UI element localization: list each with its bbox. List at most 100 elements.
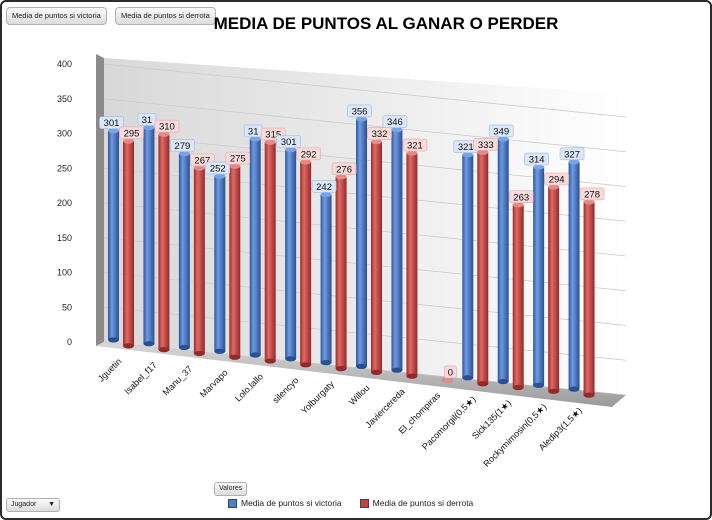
data-label: 267 — [194, 155, 210, 166]
bar — [143, 127, 155, 344]
data-label-box — [311, 180, 337, 193]
data-label-box — [579, 187, 605, 201]
legend-item-derrota: Media de puntos si derrota — [359, 498, 473, 508]
data-label: 295 — [124, 128, 140, 139]
y-tick-label: 100 — [57, 268, 72, 278]
bar-base — [533, 382, 545, 388]
bar-top — [285, 147, 297, 153]
data-label-box — [154, 119, 180, 133]
data-label-box — [296, 147, 321, 161]
bar-base — [178, 344, 190, 351]
data-label: 301 — [104, 118, 120, 129]
bar-top — [497, 136, 509, 142]
data-label: 252 — [210, 164, 226, 175]
bar-base — [406, 373, 418, 379]
bar — [285, 149, 297, 359]
bar-top — [406, 150, 418, 156]
bar — [123, 140, 134, 346]
legend-swatch-red — [359, 498, 369, 508]
values-field-button[interactable]: Valores — [214, 482, 248, 496]
bar-base — [462, 375, 474, 381]
bar-top — [143, 124, 155, 131]
bar-base — [497, 378, 509, 385]
bar-top — [320, 191, 332, 198]
data-label: 315 — [265, 130, 281, 141]
bar-base — [356, 363, 367, 369]
data-label-box — [347, 104, 372, 118]
data-label: 332 — [372, 129, 388, 140]
bar-top — [193, 165, 205, 171]
data-label-box — [559, 147, 585, 161]
bar-top — [123, 138, 134, 144]
data-label-box — [119, 126, 144, 140]
data-label: 31 — [142, 115, 153, 126]
bar-base — [568, 386, 580, 392]
data-label: 349 — [493, 126, 509, 137]
y-tick-label: 250 — [57, 163, 72, 173]
series-victoria-field-button[interactable]: Media de puntos si victoria — [6, 7, 107, 25]
bar-top — [300, 159, 312, 165]
data-label-box — [444, 365, 457, 379]
data-label: 278 — [584, 189, 600, 200]
legend-label-victoria: Media de puntos si victoria — [241, 498, 342, 508]
bar-top — [158, 131, 170, 137]
chart-legend: Media de puntos si victoria Media de pun… — [228, 498, 473, 508]
bar-base — [264, 358, 276, 364]
data-label-box — [225, 151, 251, 165]
bar-top — [371, 139, 382, 145]
bar — [193, 167, 205, 354]
data-label: 31 — [248, 126, 259, 137]
bar-base — [108, 337, 119, 343]
data-label: 346 — [387, 117, 403, 128]
legend-swatch-blue — [228, 498, 237, 508]
y-tick-label: 50 — [62, 302, 72, 312]
bar-base — [193, 350, 205, 357]
bar — [264, 142, 276, 362]
data-label: 356 — [352, 106, 368, 117]
bar — [391, 129, 403, 371]
jugador-filter-dropdown[interactable]: Jugador ▼ — [6, 498, 60, 512]
data-label: 327 — [564, 149, 580, 160]
data-label-box — [524, 152, 549, 166]
bar-top — [533, 164, 545, 170]
x-category-label: Willou — [347, 383, 371, 407]
bar — [533, 167, 545, 386]
bar — [406, 153, 418, 377]
x-category-label: Marvapo — [198, 368, 230, 400]
series-derrota-field-button[interactable]: Media de puntos si derrota — [115, 7, 216, 25]
bar-top — [178, 150, 190, 157]
bar-top — [548, 184, 560, 190]
bar — [371, 141, 382, 373]
bar-base — [512, 384, 524, 391]
data-label-box — [488, 124, 514, 138]
x-category-label: silencyo — [270, 375, 300, 405]
x-category-label: Jguetin — [96, 356, 124, 384]
x-category-label: Javiercereda — [363, 387, 407, 431]
y-tick-label: 350 — [57, 94, 72, 104]
y-tick-label: 300 — [57, 129, 72, 139]
bar-base — [477, 381, 489, 387]
x-category-label: Yolburgaty — [299, 379, 336, 416]
bar-base — [548, 388, 560, 394]
bar — [497, 138, 509, 382]
bar-base — [249, 352, 261, 358]
data-label-box — [331, 162, 357, 176]
chart-title: MEDIA DE PUNTOS AL GANAR O PERDER — [213, 14, 559, 33]
bar-top — [264, 139, 276, 145]
bar-base — [285, 356, 297, 362]
bar-top — [583, 199, 595, 205]
bar — [335, 176, 347, 369]
bar — [568, 161, 580, 390]
gridline — [103, 63, 627, 118]
data-label: 301 — [281, 137, 297, 148]
data-label: 321 — [407, 141, 423, 152]
data-label-box — [99, 116, 124, 129]
bar — [229, 166, 241, 358]
bar — [320, 194, 332, 363]
bar-top — [462, 152, 474, 158]
chevron-down-icon: ▼ — [48, 501, 55, 508]
jugador-filter-label: Jugador — [11, 501, 37, 508]
data-label-box — [402, 138, 428, 152]
bar-base — [371, 369, 382, 375]
data-label-box — [367, 127, 392, 140]
